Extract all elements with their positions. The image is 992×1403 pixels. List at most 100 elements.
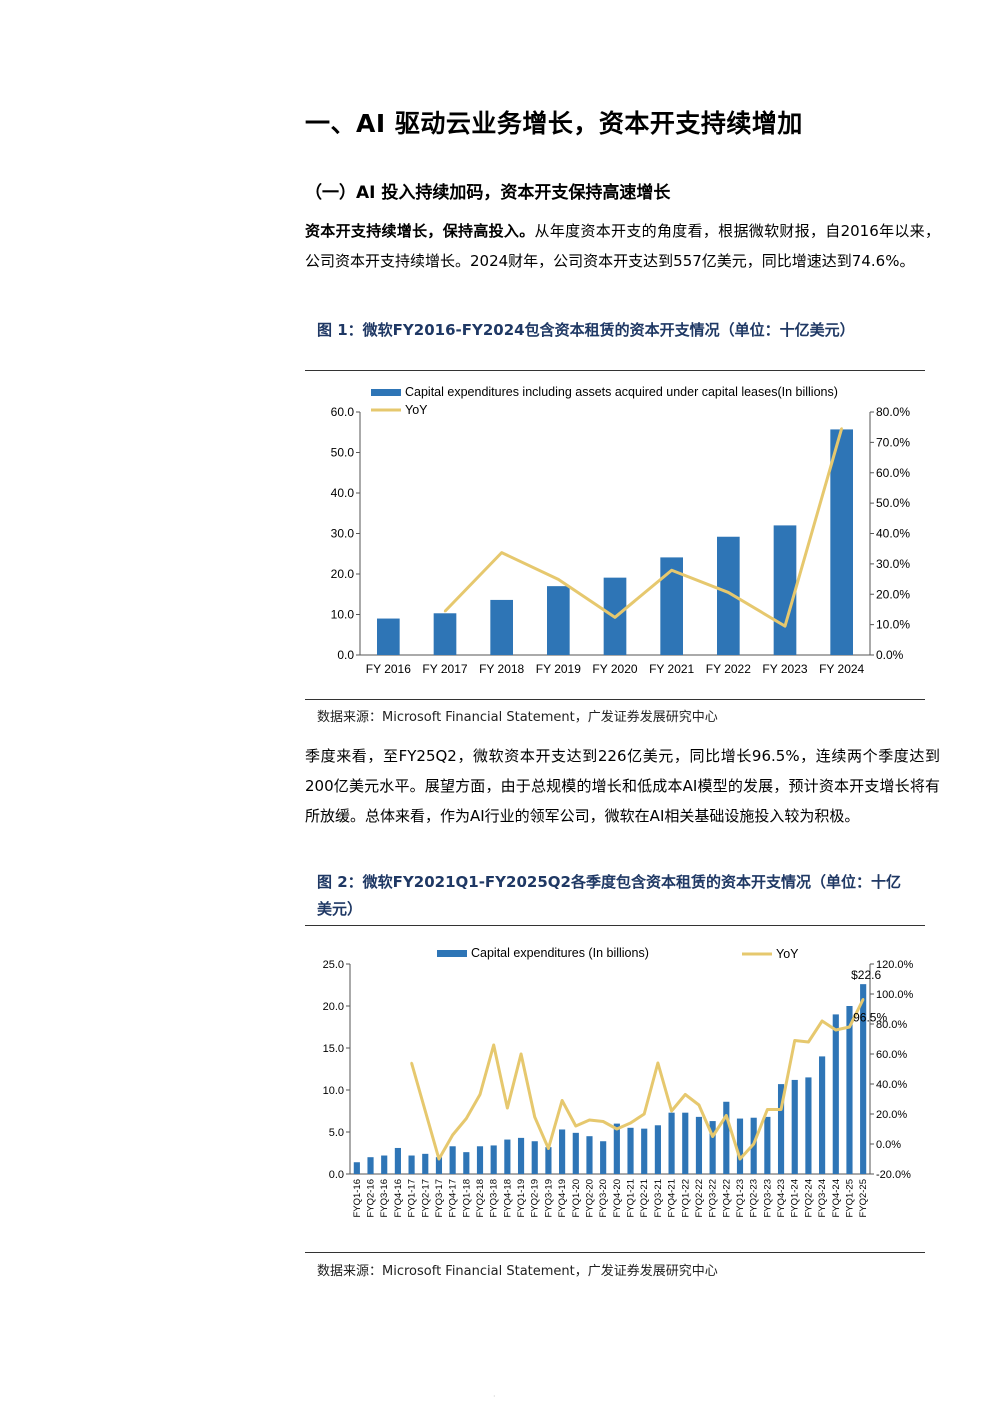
yoy-point-FYQ2-24 [807,1040,810,1044]
yoy-point-FYQ3-19 [547,1147,550,1150]
legend-bar-swatch [371,389,401,396]
yoy-point-FYQ3-24 [820,1019,824,1023]
yoy-point-FYQ4-18 [506,1106,509,1110]
figure-2-title: 图 2：微软FY2021Q1-FY2025Q2各季度包含资本租赁的资本开支情况（… [317,873,901,918]
yoy-point-FYQ2-20 [588,1118,591,1122]
x-tick-label: FYQ4-22 [721,1179,732,1218]
legend-line-label: YoY [776,947,799,961]
bar-FYQ4-19 [559,1129,566,1174]
yoy-point-FYQ3-20 [601,1120,605,1123]
annotation-last-capex: $22.6 [851,968,881,982]
x-tick-label: FYQ1-24 [790,1179,801,1218]
bar-FYQ4-17 [449,1146,456,1174]
yoy-point-FYQ1-17 [410,1061,413,1065]
bar-FYQ1-20 [572,1132,579,1174]
y-tick-label-right: 30.0% [876,557,910,571]
y-tick-label-left: 30.0 [331,527,355,541]
yoy-point-FYQ4-17 [451,1133,454,1137]
yoy-point-FYQ2-22 [697,1103,701,1107]
x-tick-label: FYQ4-23 [776,1179,787,1218]
legend-line-label: YoY [405,403,428,417]
legend-bar-swatch [437,950,467,957]
yoy-point-FYQ1-20 [574,1124,577,1128]
bar-FYQ1-19 [517,1137,525,1174]
yoy-point-FYQ1-25 [848,1025,851,1029]
figure-2-chart: 0.0 5.0 10.0 15.0 20.0 25.0 -20.0% 0.0% 20.0% 40.… [323,946,914,1218]
x-tick-label: FYQ4-17 [448,1179,459,1218]
y-tick-label-right: 40.0% [876,1079,907,1091]
x-tick-label: FY 2019 [536,662,581,676]
x-tick-label: FYQ1-16 [352,1179,363,1218]
x-tick-label: FYQ2-23 [749,1179,760,1218]
yoy-point-FY 2018 [500,551,503,554]
bar-FYQ3-19 [545,1147,552,1174]
yoy-point-FYQ1-22 [684,1093,687,1096]
bar-FYQ3-22 [709,1121,716,1174]
yoy-point-FYQ2-19 [533,1115,536,1119]
y-tick-label-right: 0.0% [876,1139,901,1151]
y-tick-label-right: 120.0% [876,959,914,971]
x-tick-label: FY 2024 [819,662,864,676]
bar-FYQ1-23 [736,1118,744,1174]
bar-FY 2016 [377,618,400,655]
bar-FYQ1-18 [463,1152,470,1174]
y-tick-label-right: 80.0% [876,1019,907,1031]
x-tick-label: FYQ2-19 [530,1179,541,1218]
y-tick-label-left: 5.0 [329,1127,344,1139]
x-tick-label: FYQ3-19 [543,1179,554,1218]
legend-bar-label: Capital expenditures (In billions) [471,946,649,960]
annotation-last-yoy: 96.5% [853,1010,887,1024]
paragraph-1-lead: 资本开支持续增长，保持高投入。 [305,222,535,240]
bar-FYQ3-20 [600,1141,607,1174]
bar-FYQ2-18 [476,1146,484,1174]
bar-FYQ4-18 [504,1139,511,1174]
yoy-point-FYQ1-24 [793,1039,796,1042]
bar-FY 2019 [547,586,570,655]
page-mark: · [493,1392,496,1401]
y-tick-label-right: 50.0% [876,496,910,510]
bar-FYQ4-24 [832,1014,839,1174]
y-tick-label-left: 10.0 [323,1085,344,1097]
x-tick-label: FYQ1-20 [571,1179,582,1218]
x-tick-label: FY 2023 [762,662,807,676]
bar-FY 2023 [773,525,797,655]
y-tick-label-right: 100.0% [876,989,914,1001]
x-tick-label: FYQ4-21 [667,1179,678,1218]
yoy-point-FYQ2-25 [861,998,865,1001]
figure-2-bottom-rule [305,1252,925,1253]
yoy-point-FYQ2-21 [643,1112,646,1116]
bar-FYQ1-22 [682,1112,689,1174]
figure-2-top-rule [305,925,925,926]
bar-FYQ2-16 [367,1157,374,1174]
x-tick-label: FYQ4-19 [557,1179,568,1218]
bar-FY 2022 [717,536,740,655]
bar-FYQ3-24 [819,1056,826,1174]
bar-FYQ2-19 [531,1141,538,1174]
x-tick-label: FY 2018 [479,662,524,676]
x-tick-label: FYQ1-25 [844,1179,855,1218]
bar-FY 2017 [433,613,457,655]
bar-FYQ4-23 [777,1084,785,1174]
yoy-point-FY 2017 [443,610,447,613]
yoy-point-FY 2021 [670,569,673,572]
bar-FYQ2-25 [860,984,867,1174]
x-tick-label: FYQ3-18 [489,1179,500,1218]
x-tick-label: FYQ3-24 [817,1179,828,1218]
y-tick-label-right: 0.0% [876,648,904,662]
figure-1-chart: 0.0 10.0 20.0 30.0 40.0 50.0 60.0 0.0% 10.0% 20.0… [331,385,911,676]
x-tick-label: FYQ2-22 [694,1179,705,1218]
y-tick-label-left: 40.0 [331,486,355,500]
x-tick-label: FY 2021 [649,662,694,676]
bar-FY 2018 [490,599,513,655]
figure-1-source: 数据来源：Microsoft Financial Statement，广发证券发… [317,710,718,725]
yoy-line [443,427,844,628]
bar-FYQ1-25 [846,1006,853,1174]
yoy-point-FY 2023 [783,624,787,628]
paragraph-1-text: 从年度资本开支的角度看，根据微软财报，自2016年以来，公司资本开支持续增长。2… [305,222,940,270]
y-tick-label-left: 20.0 [331,567,355,581]
y-tick-label-right: 10.0% [876,618,910,632]
bar-FYQ1-21 [627,1127,634,1174]
yoy-point-FYQ1-23 [738,1157,742,1161]
bar-FYQ1-16 [353,1162,360,1174]
yoy-point-FYQ1-21 [629,1121,632,1125]
